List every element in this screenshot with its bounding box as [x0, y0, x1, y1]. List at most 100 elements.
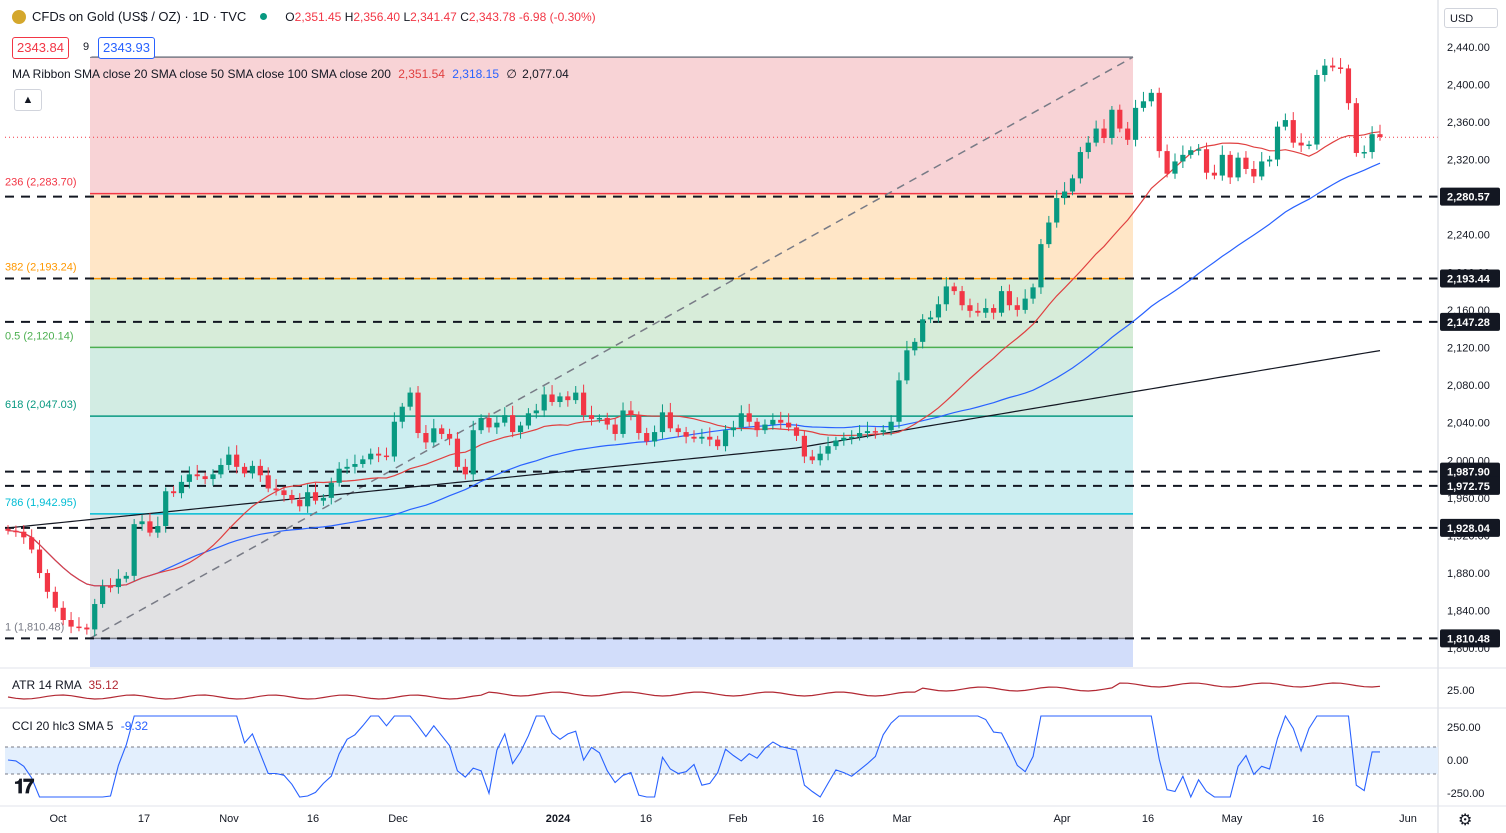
- fib-label-4: 786 (1,942.95): [5, 497, 77, 509]
- candle-body: [1259, 161, 1265, 177]
- time-axis-tick: 2024: [546, 813, 571, 825]
- candle-body: [793, 427, 800, 436]
- high-value: 2,356.40: [353, 9, 401, 24]
- time-axis-tick: Dec: [388, 813, 408, 825]
- candle-body: [289, 495, 295, 500]
- candle-body: [549, 394, 555, 403]
- candle-body: [234, 454, 240, 467]
- candle-body: [1069, 178, 1076, 192]
- level-price-label: 1,987.90: [1447, 467, 1490, 479]
- candle-body: [991, 308, 997, 313]
- market-status-dot-icon: [260, 13, 268, 20]
- level-price-badge: [1440, 629, 1500, 648]
- ma-ribbon-label: MA Ribbon SMA close 20 SMA close 50 SMA …: [12, 67, 391, 81]
- candle-body: [1282, 120, 1288, 127]
- cci-label: CCI 20 hlc3 SMA 5: [12, 719, 114, 733]
- candle-body: [880, 430, 886, 433]
- candle-body: [722, 430, 729, 447]
- time-axis-tick: Jun: [1399, 813, 1417, 825]
- candle-body: [399, 406, 405, 422]
- cci-axis-tick: 0.00: [1447, 755, 1468, 767]
- cci-axis-tick: 250.00: [1447, 722, 1481, 734]
- price-axis-tick: 2,080.00: [1447, 380, 1490, 392]
- level-price-label: 1,928.04: [1447, 523, 1491, 535]
- candle-body: [959, 291, 965, 306]
- candle-body: [84, 627, 90, 630]
- atr-value: 35.12: [88, 678, 119, 692]
- price-axis-tick: 2,120.00: [1447, 343, 1490, 355]
- sma200-value: 2,077.04: [522, 67, 569, 81]
- sma200-line: [7, 350, 1381, 529]
- price-axis-tick: 1,840.00: [1447, 606, 1490, 618]
- gear-icon[interactable]: ⚙: [1458, 812, 1473, 829]
- cci-axis-tick: -250.00: [1447, 788, 1484, 800]
- price-axis-tick: 2,320.00: [1447, 155, 1490, 167]
- candle-body: [1125, 128, 1131, 140]
- fib-label-2: 0.5 (2,120.14): [5, 330, 74, 342]
- candle-body: [1030, 287, 1036, 299]
- candle-body: [1361, 152, 1367, 154]
- level-price-badge: [1440, 462, 1500, 481]
- time-axis-tick: 16: [812, 813, 824, 825]
- price-axis-tick: 2,040.00: [1447, 418, 1490, 430]
- level-price-label: 2,193.44: [1447, 273, 1491, 285]
- candle-body: [1314, 74, 1320, 145]
- candle-body: [565, 396, 571, 401]
- candle-body: [730, 427, 737, 431]
- candle-body: [1243, 157, 1249, 169]
- candle-body: [470, 430, 476, 475]
- candle-body: [226, 454, 232, 465]
- time-axis-tick: Feb: [729, 813, 748, 825]
- candle-body: [983, 308, 989, 313]
- candle-body: [675, 428, 681, 433]
- symbol-title[interactable]: CFDs on Gold (US$ / OZ) · 1D · TVC: [32, 9, 247, 24]
- candle-body: [1211, 172, 1218, 176]
- atr-label: ATR 14 RMA: [12, 678, 82, 692]
- sell-price-button[interactable]: 2343.84: [12, 37, 69, 59]
- candle-body: [888, 421, 894, 431]
- candle-body: [273, 488, 279, 491]
- sma50-value: 2,318.15: [452, 67, 499, 81]
- candle-body: [241, 466, 248, 474]
- candle-body: [872, 431, 878, 433]
- candle-body: [927, 317, 934, 320]
- candle-body: [36, 549, 43, 574]
- sma20-value: 2,351.54: [398, 67, 445, 81]
- candle-body: [801, 435, 807, 457]
- candle-body: [912, 341, 918, 351]
- candle-body: [194, 474, 200, 477]
- candle-body: [1203, 149, 1210, 173]
- candle-body: [320, 497, 327, 501]
- candle-body: [612, 424, 618, 434]
- candle-body: [1219, 154, 1225, 176]
- candle-body: [517, 425, 524, 433]
- candle-body: [1054, 198, 1060, 223]
- candle-body: [1022, 298, 1028, 310]
- candle-body: [44, 573, 51, 592]
- candle-body: [1235, 157, 1241, 178]
- candle-body: [1345, 68, 1352, 104]
- candle-body: [139, 521, 145, 525]
- ma-ribbon-legend[interactable]: MA Ribbon SMA close 20 SMA close 50 SMA …: [12, 67, 569, 81]
- candle-body: [265, 475, 271, 489]
- candle-body: [786, 422, 792, 428]
- buy-price-button[interactable]: 2343.93: [98, 37, 155, 59]
- time-axis-tick: 17: [138, 813, 150, 825]
- cci-legend[interactable]: CCI 20 hlc3 SMA 5 -9.32: [12, 719, 148, 733]
- candle-body: [935, 304, 942, 318]
- candle-body: [1188, 150, 1194, 155]
- candle-body: [178, 481, 185, 494]
- candle-body: [841, 437, 847, 441]
- candle-body: [1274, 126, 1281, 160]
- candle-body: [76, 626, 82, 629]
- candle-body: [604, 417, 610, 425]
- candle-body: [699, 436, 705, 439]
- collapse-legend-button[interactable]: ▲: [14, 89, 42, 111]
- atr-line: [7, 682, 1381, 700]
- sma100-value: ∅: [506, 67, 517, 81]
- candle-body: [1322, 65, 1328, 75]
- candle-body: [715, 439, 721, 447]
- currency-selector[interactable]: USD: [1444, 8, 1498, 28]
- atr-legend[interactable]: ATR 14 RMA 35.12: [12, 678, 119, 692]
